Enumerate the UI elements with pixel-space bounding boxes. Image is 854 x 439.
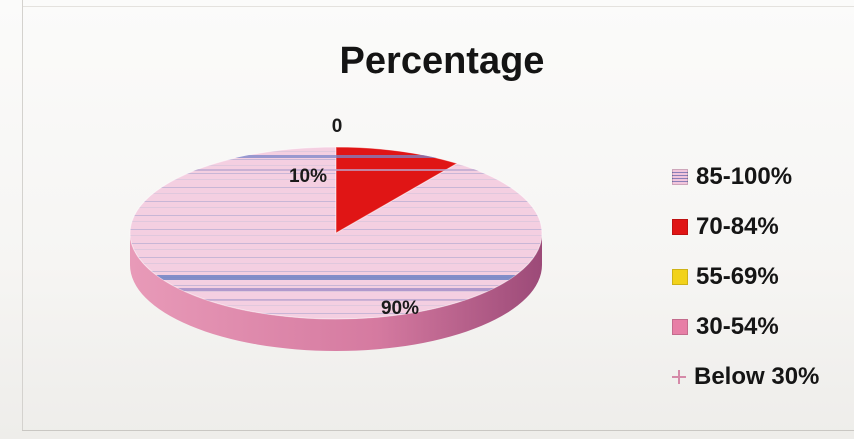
pie-slice-70-84 (335, 146, 459, 234)
legend-item-55-69: 55-69% (672, 252, 819, 302)
legend-item-85-100: 85-100% (672, 152, 819, 202)
legend-swatch-30-54 (672, 319, 688, 335)
legend-swatch-55-69 (672, 269, 688, 285)
legend-label-30-54: 30-54% (696, 313, 779, 340)
legend-label-below-30: Below 30% (694, 363, 820, 390)
legend: 85-100% 70-84% 55-69% 30-54% Below 30% (672, 152, 819, 402)
data-label-70-84: 10% (289, 166, 327, 187)
frame-border-top (22, 6, 854, 7)
legend-label-85-100: 85-100% (696, 163, 793, 190)
chart-title: Percentage (339, 40, 545, 82)
legend-item-30-54: 30-54% (672, 302, 819, 352)
pie-side-wall (130, 233, 542, 351)
data-label-55-69: 0 (332, 116, 343, 137)
legend-swatch-below-30 (672, 370, 686, 384)
data-label-85-100: 90% (381, 298, 419, 319)
legend-item-below-30: Below 30% (672, 352, 819, 402)
frame-border-left (22, 0, 23, 430)
legend-item-70-84: 70-84% (672, 202, 819, 252)
frame-border-bottom (22, 430, 854, 431)
legend-swatch-70-84 (672, 219, 688, 235)
pie-stripe-decor (130, 155, 542, 301)
legend-label-70-84: 70-84% (696, 213, 779, 240)
legend-swatch-85-100 (672, 169, 688, 185)
legend-label-55-69: 55-69% (696, 263, 779, 290)
